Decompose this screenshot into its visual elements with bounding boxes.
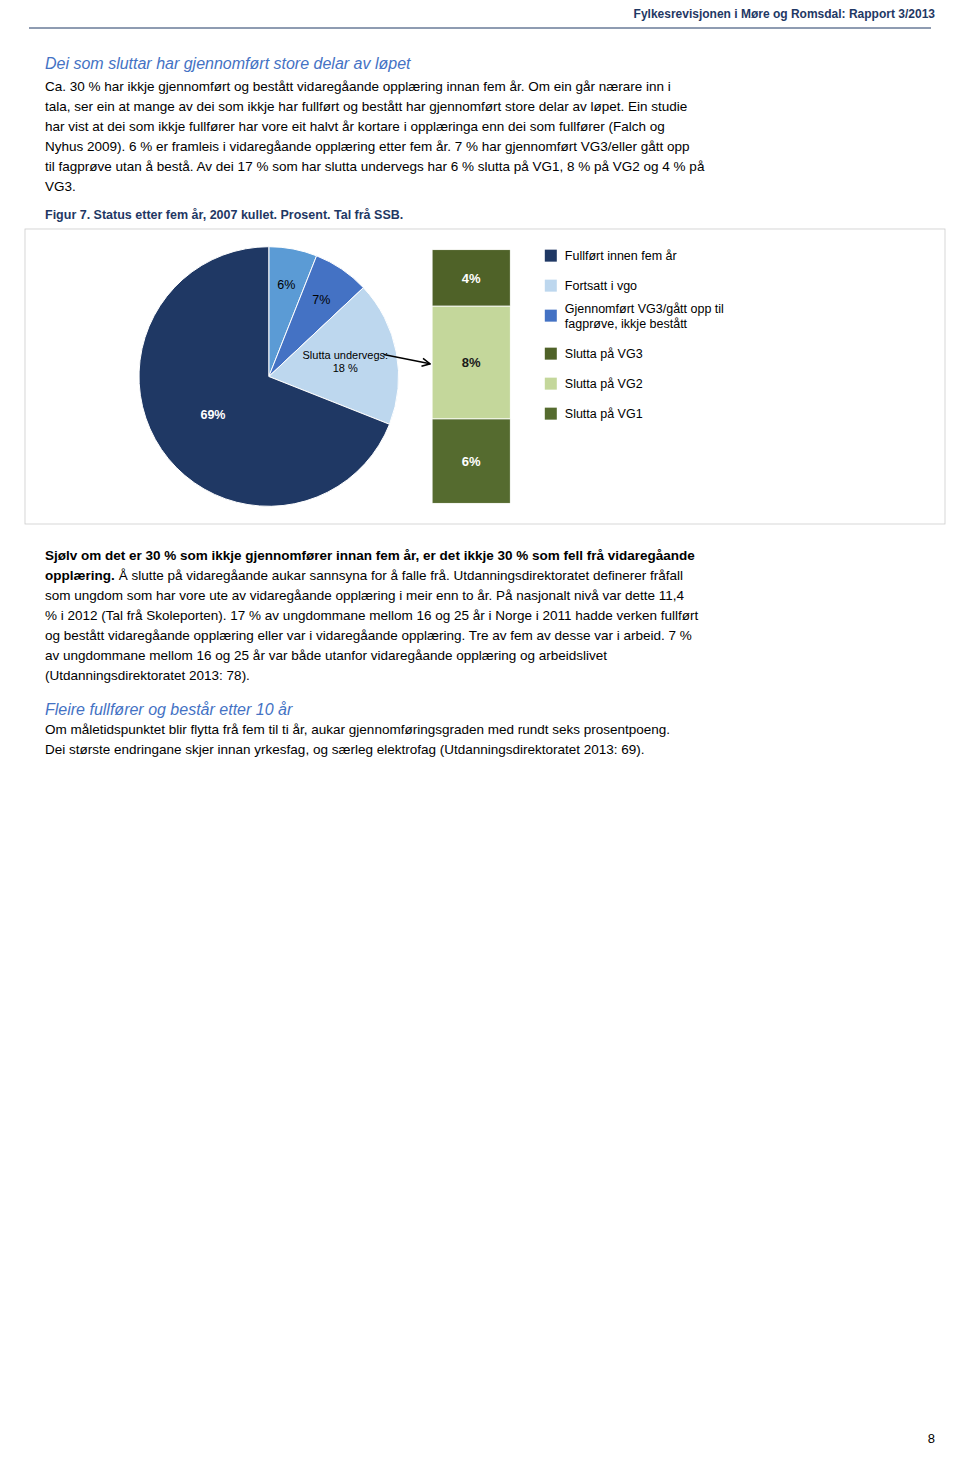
- legend-swatch: [545, 250, 557, 262]
- paragraph-line: opplæring. Å slutte på vidaregåande aukar…: [45, 568, 683, 583]
- background: [0, 0, 960, 1465]
- header-rule: [29, 28, 931, 29]
- legend-label: Gjennomført VG3/gått opp tilfagprøve, ik…: [565, 302, 724, 331]
- legend-swatch: [545, 378, 557, 390]
- paragraph-line: tala, ser ein at mange av dei som ikkje …: [45, 99, 687, 114]
- legend-swatch: [545, 310, 557, 322]
- pie-label: 69%: [200, 408, 225, 422]
- legend-label: Fortsatt i vgo: [565, 279, 637, 293]
- legend-label: Slutta på VG2: [565, 377, 643, 391]
- page: Fylkesrevisjonen i Møre og Romsdal: Rapp…: [0, 0, 960, 1465]
- page-number: 8: [928, 1431, 935, 1446]
- bar-label: 8%: [462, 355, 481, 370]
- bar-labels: 6% 8% 4%: [462, 271, 481, 469]
- paragraph-line: % i 2012 (Tal frå Skoleporten). 17 % av …: [45, 608, 699, 623]
- paragraph-line: Om måletidspunktet blir flytta frå fem t…: [45, 722, 670, 737]
- header: Fylkesrevisjonen i Møre og Romsdal: Rapp…: [634, 7, 936, 21]
- paragraph-line: Nyhus 2009). 6 % er framleis i vidaregåa…: [45, 139, 690, 154]
- bold-run: opplæring.: [45, 568, 115, 583]
- pie-label: Slutta undervegs:18 %: [302, 349, 388, 374]
- chart-frame: [25, 229, 945, 524]
- bar-plot: [432, 250, 510, 504]
- pie: [139, 247, 399, 507]
- paragraph-line: (Utdanningsdirektoratet 2013: 78).: [45, 668, 250, 683]
- legend: Fullført innen fem år Fortsatt i vgo Gjenn…: [545, 249, 724, 421]
- bar-segment: [432, 306, 510, 419]
- paragraph-line: har vist at dei som ikkje fullfører har …: [45, 119, 665, 134]
- normal-run: Å slutte på vidaregåande aukar sannsyna …: [119, 568, 683, 583]
- paragraph-line: VG3.: [45, 179, 76, 194]
- bar-segment: [432, 419, 510, 504]
- pie-label: 7%: [312, 293, 330, 307]
- figure-caption: Figur 7. Status etter fem år, 2007 kulle…: [45, 208, 403, 222]
- paragraph-line: som ungdom som har vore ute av vidaregåa…: [45, 588, 685, 603]
- section-title: Dei som sluttar har gjennomført store de…: [45, 55, 411, 72]
- legend-swatch: [545, 280, 557, 292]
- bar-label: 6%: [462, 454, 481, 469]
- paragraph-line: til fagprøve utan å bestå. Av dei 17 % s…: [45, 159, 705, 174]
- legend-swatch: [545, 348, 557, 360]
- paragraph-line: Dei største endringane skjer innan yrkes…: [45, 742, 645, 757]
- pie-label: 6%: [277, 278, 295, 292]
- paragraph-line: Sjølv om det er 30 % som ikkje gjennomfø…: [45, 548, 695, 563]
- section-title: Fleire fullfører og består etter 10 år: [45, 701, 293, 718]
- paragraph-line: Ca. 30 % har ikkje gjennomført og beståt…: [45, 79, 671, 94]
- paragraph-line: av ungdommane mellom 16 og 25 år var båd…: [45, 648, 607, 663]
- legend-label: Slutta på VG1: [565, 407, 643, 421]
- legend-label: Slutta på VG3: [565, 347, 643, 361]
- connector-arrow: [384, 355, 431, 364]
- bar-label: 4%: [462, 271, 481, 286]
- legend-swatch: [545, 408, 557, 420]
- paragraph-line: og bestått vidaregåande opplæring eller …: [45, 628, 692, 643]
- legend-label: Fullført innen fem år: [565, 249, 677, 263]
- pie-slice: [139, 247, 389, 507]
- bar-segment: [432, 250, 510, 306]
